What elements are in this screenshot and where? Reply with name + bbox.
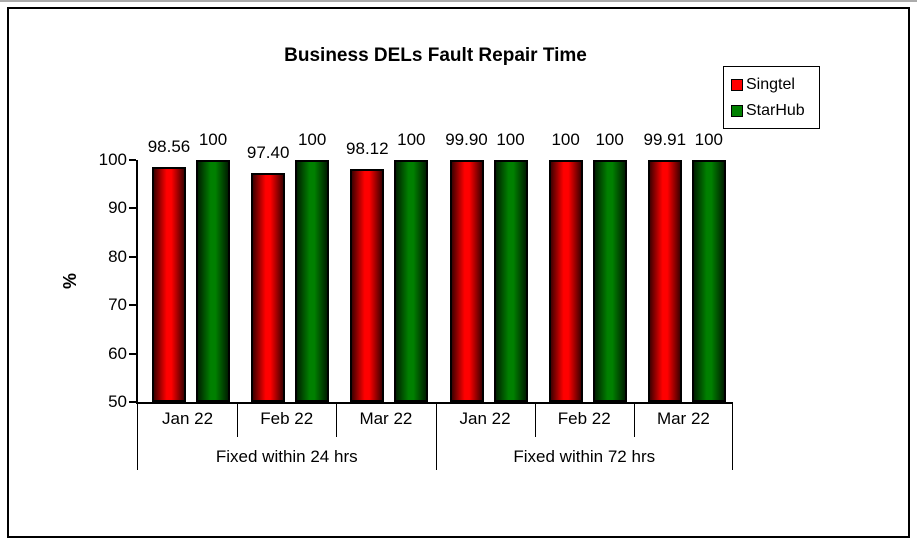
legend-item-singtel: Singtel: [731, 76, 819, 93]
bar-starhub: [691, 160, 726, 402]
bar-value-label: 97.40: [246, 142, 290, 162]
y-tick-mark: [129, 401, 136, 403]
y-tick-mark: [129, 207, 136, 210]
bar-singtel: [152, 166, 186, 402]
bar-value-label: 99.90: [445, 130, 488, 150]
legend-label-starhub: StarHub: [746, 102, 805, 119]
month-separator: [237, 404, 239, 437]
bar-value-label: 100: [496, 130, 525, 149]
bar-singtel: [449, 160, 484, 402]
bar-starhub: [295, 160, 330, 402]
x-axis-line: [136, 402, 733, 404]
bar-value-label: 100: [595, 130, 624, 149]
legend-swatch-singtel: [731, 78, 743, 91]
bar-singtel: [251, 172, 286, 402]
bar-value-label: 100: [297, 130, 327, 149]
x-axis-month-label: Feb 22: [260, 409, 314, 428]
legend-swatch-starhub: [731, 104, 743, 117]
group-separator: [137, 404, 138, 470]
y-tick-label: 80: [108, 246, 127, 266]
y-tick-mark: [129, 255, 136, 258]
chart-title: Business DELs Fault Repair Time: [284, 45, 587, 66]
x-axis-group-label: Fixed within 72 hrs: [513, 447, 656, 466]
x-axis-group-label: Fixed within 24 hrs: [215, 447, 358, 466]
y-tick-label: 90: [108, 198, 127, 218]
y-tick-label: 50: [108, 392, 127, 411]
bar-value-label: 98.12: [346, 139, 389, 159]
month-separator: [633, 404, 635, 437]
group-separator: [435, 404, 437, 470]
month-separator: [336, 404, 338, 437]
bar-value-label: 100: [694, 130, 724, 149]
bar-singtel: [548, 160, 583, 402]
y-axis-line: [136, 160, 138, 404]
x-axis-month-label: Feb 22: [557, 409, 611, 428]
legend: Singtel StarHub: [723, 66, 820, 129]
y-tick-mark: [129, 159, 136, 161]
x-axis-month-label: Jan 22: [459, 409, 511, 428]
bar-value-label: 99.91: [643, 130, 687, 150]
x-axis-month-label: Jan 22: [162, 409, 214, 428]
x-axis-month-label: Mar 22: [359, 409, 413, 428]
month-separator: [534, 404, 536, 437]
group-separator: [732, 404, 733, 470]
legend-label-singtel: Singtel: [746, 76, 795, 93]
bar-starhub: [592, 160, 627, 402]
legend-item-starhub: StarHub: [731, 102, 819, 119]
y-tick-label: 60: [108, 343, 127, 363]
y-tick-mark: [129, 304, 136, 307]
y-tick-mark: [129, 352, 136, 355]
bar-value-label: 98.56: [147, 136, 191, 156]
window-top-edge: [0, 0, 917, 2]
bar-starhub: [196, 160, 230, 402]
bar-singtel: [647, 160, 682, 402]
bar-starhub: [394, 160, 429, 402]
bar-starhub: [493, 160, 528, 402]
bar-value-label: 100: [397, 130, 426, 149]
x-axis-month-label: Mar 22: [656, 409, 710, 428]
bar-singtel: [350, 169, 385, 402]
y-tick-label: 100: [98, 150, 127, 169]
bar-value-label: 100: [551, 130, 580, 149]
bar-value-label: 100: [198, 130, 228, 149]
y-tick-label: 70: [108, 295, 127, 315]
